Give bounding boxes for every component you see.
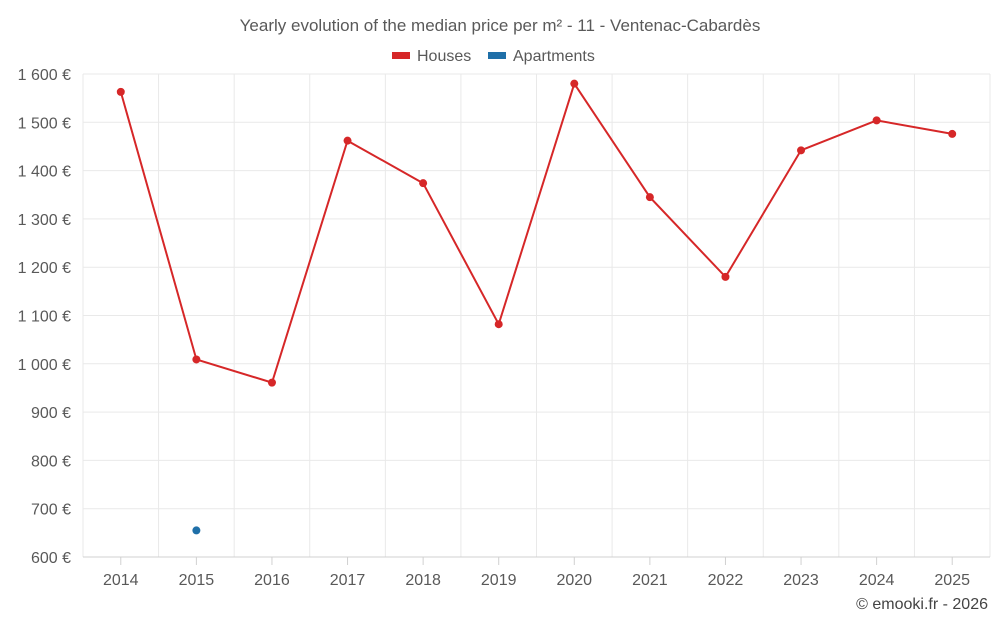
y-tick-label: 1 400 € xyxy=(18,164,71,181)
legend: Houses Apartments xyxy=(392,48,595,65)
y-tick-label: 600 € xyxy=(31,550,71,567)
houses-point xyxy=(948,129,957,138)
houses-line xyxy=(119,81,953,384)
x-axis: 2014 2015 2016 2017 2018 2019 2020 2021 2022 2023… xyxy=(83,556,990,589)
legend-label-apartments: Apartments xyxy=(513,48,595,65)
houses-point xyxy=(872,116,881,125)
houses-point xyxy=(645,193,654,202)
x-tick-label: 2023 xyxy=(783,572,819,589)
houses-point xyxy=(419,179,428,188)
y-tick-label: 1 600 € xyxy=(18,67,71,84)
houses-point xyxy=(721,272,730,281)
houses-point xyxy=(797,146,806,155)
legend-label-houses: Houses xyxy=(417,48,471,65)
y-tick-label: 1 200 € xyxy=(18,260,71,277)
x-tick-label: 2018 xyxy=(405,572,441,589)
y-tick-label: 1 000 € xyxy=(18,357,71,374)
houses-point xyxy=(116,87,125,96)
x-tick-label: 2020 xyxy=(556,572,592,589)
y-tick-label: 1 100 € xyxy=(18,309,71,326)
x-tick-label: 2016 xyxy=(254,572,290,589)
legend-swatch-apartments xyxy=(488,52,506,59)
x-tick-label: 2021 xyxy=(632,572,668,589)
houses-point xyxy=(267,378,276,387)
legend-swatch-houses xyxy=(392,52,410,59)
x-tick-label: 2024 xyxy=(859,572,895,589)
credit-text: © emooki.fr - 2026 xyxy=(856,596,988,613)
houses-point xyxy=(570,79,579,88)
y-tick-label: 800 € xyxy=(31,453,71,470)
plot-area xyxy=(116,79,957,535)
houses-point xyxy=(494,320,503,329)
x-tick-label: 2017 xyxy=(330,572,366,589)
grid xyxy=(82,73,991,557)
chart-title: Yearly evolution of the median price per… xyxy=(240,16,761,35)
apartments-point xyxy=(192,526,201,535)
x-tick-label: 2019 xyxy=(481,572,517,589)
y-axis: 600 € 700 € 800 € 900 € 1 000 € 1 100 € 1 200 … xyxy=(18,67,71,567)
y-tick-label: 1 300 € xyxy=(18,212,71,229)
houses-point xyxy=(192,355,201,364)
x-tick-label: 2014 xyxy=(103,572,139,589)
y-tick-label: 900 € xyxy=(31,405,71,422)
houses-point xyxy=(343,136,352,145)
y-tick-label: 700 € xyxy=(31,502,71,519)
x-tick-label: 2022 xyxy=(708,572,744,589)
x-tick-label: 2015 xyxy=(179,572,215,589)
y-tick-label: 1 500 € xyxy=(18,115,71,132)
x-tick-label: 2025 xyxy=(934,572,970,589)
